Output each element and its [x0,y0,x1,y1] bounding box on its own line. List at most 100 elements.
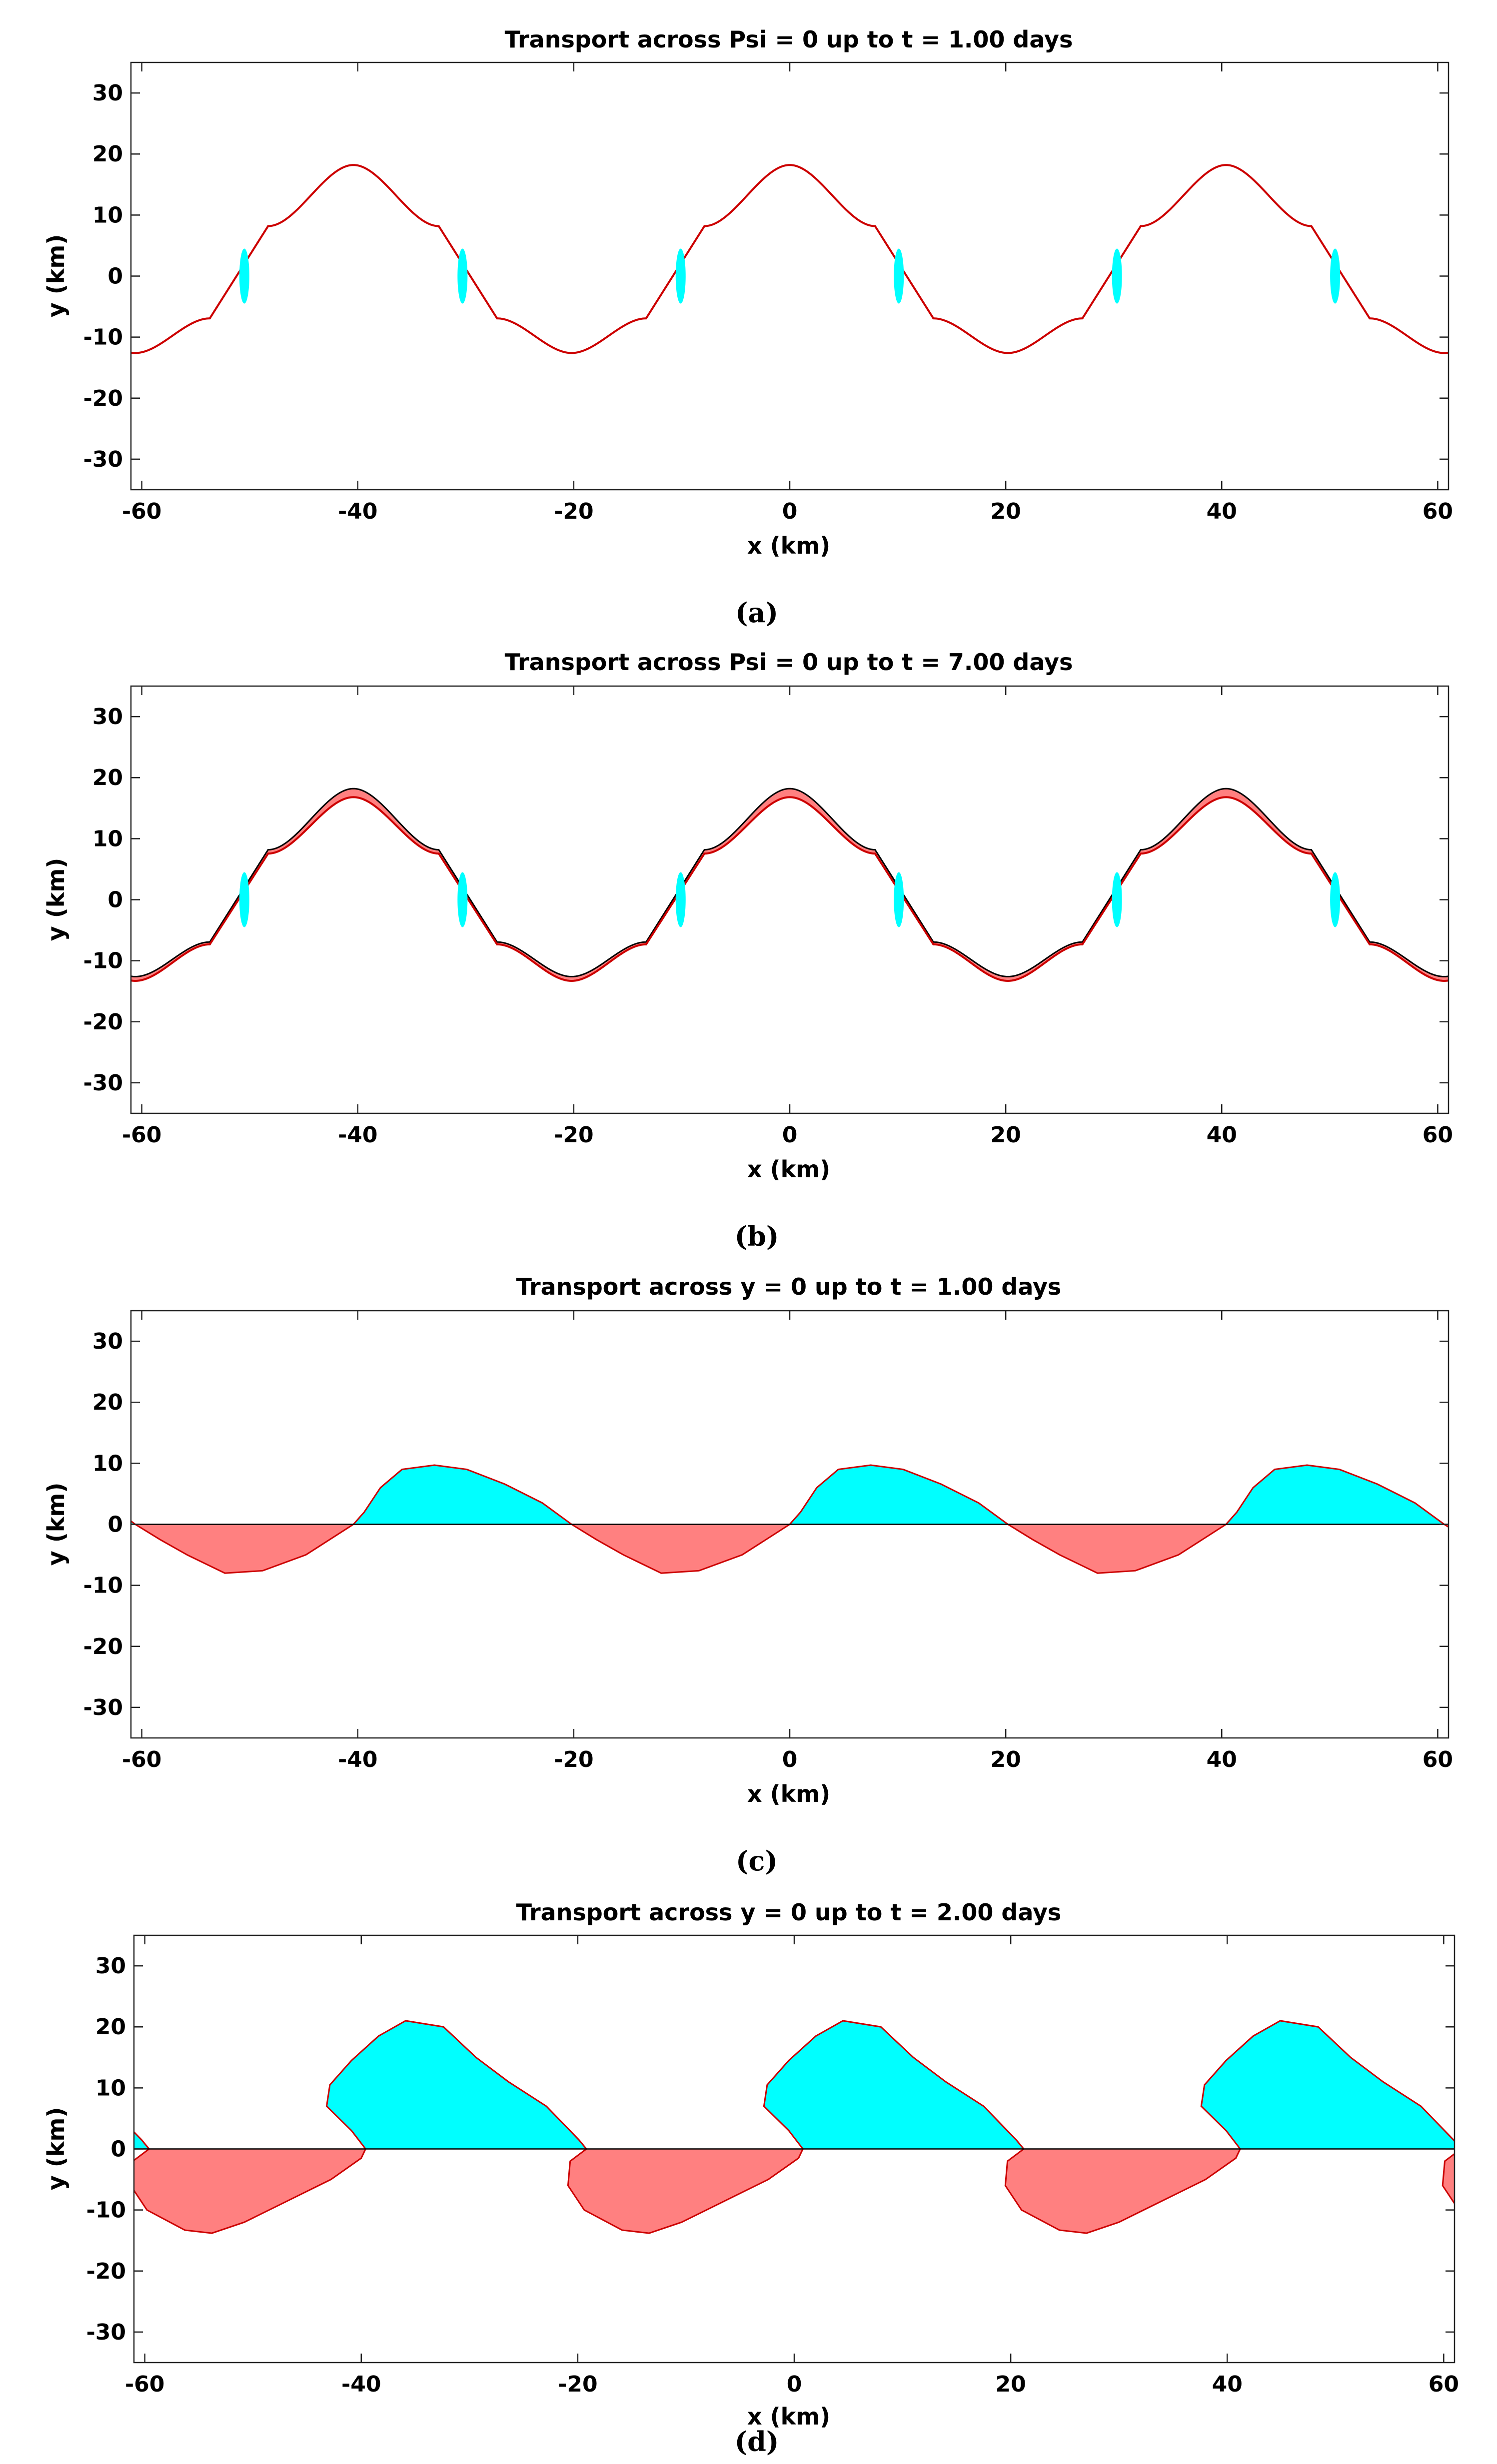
transport-curve [325,2020,804,2234]
y-tick-label: -30 [83,1070,123,1096]
y-tick-label: -30 [83,1695,123,1720]
flank-lobe [675,872,686,927]
transport-curve [131,1520,354,1574]
panel-d-ylabel: y (km) [42,2107,69,2191]
flank-lobe [894,872,904,927]
panel-c-caption: (c) [736,1845,778,1877]
y-tick-label: -10 [86,2198,126,2223]
x-tick-label: 40 [1207,1122,1237,1148]
y-tick-label: -20 [83,386,123,411]
x-tick-label: -20 [558,2372,598,2397]
panel-b-caption: (b) [735,1220,779,1252]
x-tick-label: -60 [122,1747,162,1772]
lobe-positive [1201,2021,1455,2149]
lobe-negative [134,2149,366,2234]
lobe-positive [326,2021,587,2149]
flank-lobe [1330,872,1341,927]
transport-curve [134,2131,366,2234]
x-tick-label: 0 [782,1747,798,1772]
panel-a-axes [130,61,1450,491]
panel-a: Transport across Psi = 0 up to t = 1.00 … [42,26,1453,629]
x-tick-label: 40 [1207,1747,1237,1772]
panel-d: Transport across y = 0 up to t = 2.00 da… [42,1899,1459,2458]
y-tick-label: 20 [92,141,123,167]
flank-lobe [1112,248,1122,304]
y-tick-label: -20 [83,1634,123,1659]
y-tick-label: -10 [83,948,123,974]
x-tick-label: 20 [995,2372,1026,2397]
transport-curve [789,1464,1227,1574]
flank-lobe [1112,872,1122,927]
x-tick-label: -60 [125,2372,165,2397]
y-tick-label: 30 [92,80,123,106]
y-tick-label: -30 [83,447,123,472]
y-tick-label: -30 [86,2320,126,2345]
panel-c-plot [131,1464,1449,1574]
x-tick-label: 0 [782,1122,798,1148]
panel-d-title: Transport across y = 0 up to t = 2.00 da… [516,1899,1062,1926]
y-tick-label: 20 [92,765,123,791]
y-tick-label: -10 [83,325,123,350]
panel-a-caption: (a) [735,597,778,629]
y-tick-label: 0 [110,2137,126,2162]
x-tick-label: 0 [782,499,798,524]
y-tick-label: 0 [107,264,123,289]
transport-curve [131,796,1449,982]
x-tick-label: 0 [787,2372,802,2397]
x-tick-label: 20 [991,1122,1021,1148]
flank-lobe [457,248,468,304]
y-tick-label: 30 [95,1953,126,1979]
y-tick-label: 10 [92,202,123,228]
y-tick-label: 30 [92,704,123,730]
y-tick-label: -20 [83,1009,123,1035]
panel-c-xlabel: x (km) [747,1780,830,1807]
panel-b-title: Transport across Psi = 0 up to t = 7.00 … [505,649,1073,676]
y-tick-label: 20 [92,1390,123,1415]
lobe-positive [131,1521,135,1525]
panel-b-plot [131,788,1449,982]
y-tick-label: -20 [86,2259,126,2284]
panel-b-ylabel: y (km) [42,858,69,941]
x-tick-label: -20 [554,1122,594,1148]
transport-curve [352,1464,790,1574]
panel-a-plot [131,164,1449,354]
x-tick-label: 60 [1423,1747,1453,1772]
y-tick-label: 0 [107,1512,123,1538]
x-tick-label: -40 [341,2372,381,2397]
panel-b-xlabel: x (km) [747,1156,830,1183]
flank-lobe [1330,248,1341,304]
panel-c: Transport across y = 0 up to t = 1.00 da… [42,1273,1453,1877]
transport-curve [1225,1464,1449,1528]
x-tick-label: 20 [991,1747,1021,1772]
transport-curve [131,164,1449,354]
x-tick-label: 60 [1423,499,1453,524]
x-tick-label: -40 [338,499,378,524]
lobe-positive [1226,1465,1445,1525]
lobe-negative [568,2149,803,2234]
flank-lobe [457,872,468,927]
reference-curve [131,788,1449,977]
y-tick-label: 30 [92,1329,123,1354]
x-tick-label: -60 [122,499,162,524]
panel-c-ylabel: y (km) [42,1483,69,1566]
panel-b: Transport across Psi = 0 up to t = 7.00 … [42,649,1453,1252]
transport-curve [1200,2020,1455,2205]
lobe-negative [1444,1524,1449,1527]
lobe-negative [571,1524,790,1574]
x-tick-label: 20 [991,499,1021,524]
x-tick-label: -20 [554,1747,594,1772]
y-tick-label: 10 [92,1451,123,1476]
lobe-negative [135,1524,354,1574]
lobe-negative [1005,2149,1241,2234]
y-tick-label: 10 [92,826,123,851]
x-tick-label: 40 [1212,2372,1243,2397]
lobe-positive [134,2132,149,2149]
panel-a-xlabel: x (km) [747,532,830,559]
y-tick-label: 10 [95,2075,126,2101]
y-tick-label: 20 [95,2014,126,2040]
flank-lobe [675,248,686,304]
panel-d-xlabel: x (km) [747,2403,830,2430]
x-tick-label: -40 [338,1122,378,1148]
x-tick-label: 40 [1207,499,1237,524]
